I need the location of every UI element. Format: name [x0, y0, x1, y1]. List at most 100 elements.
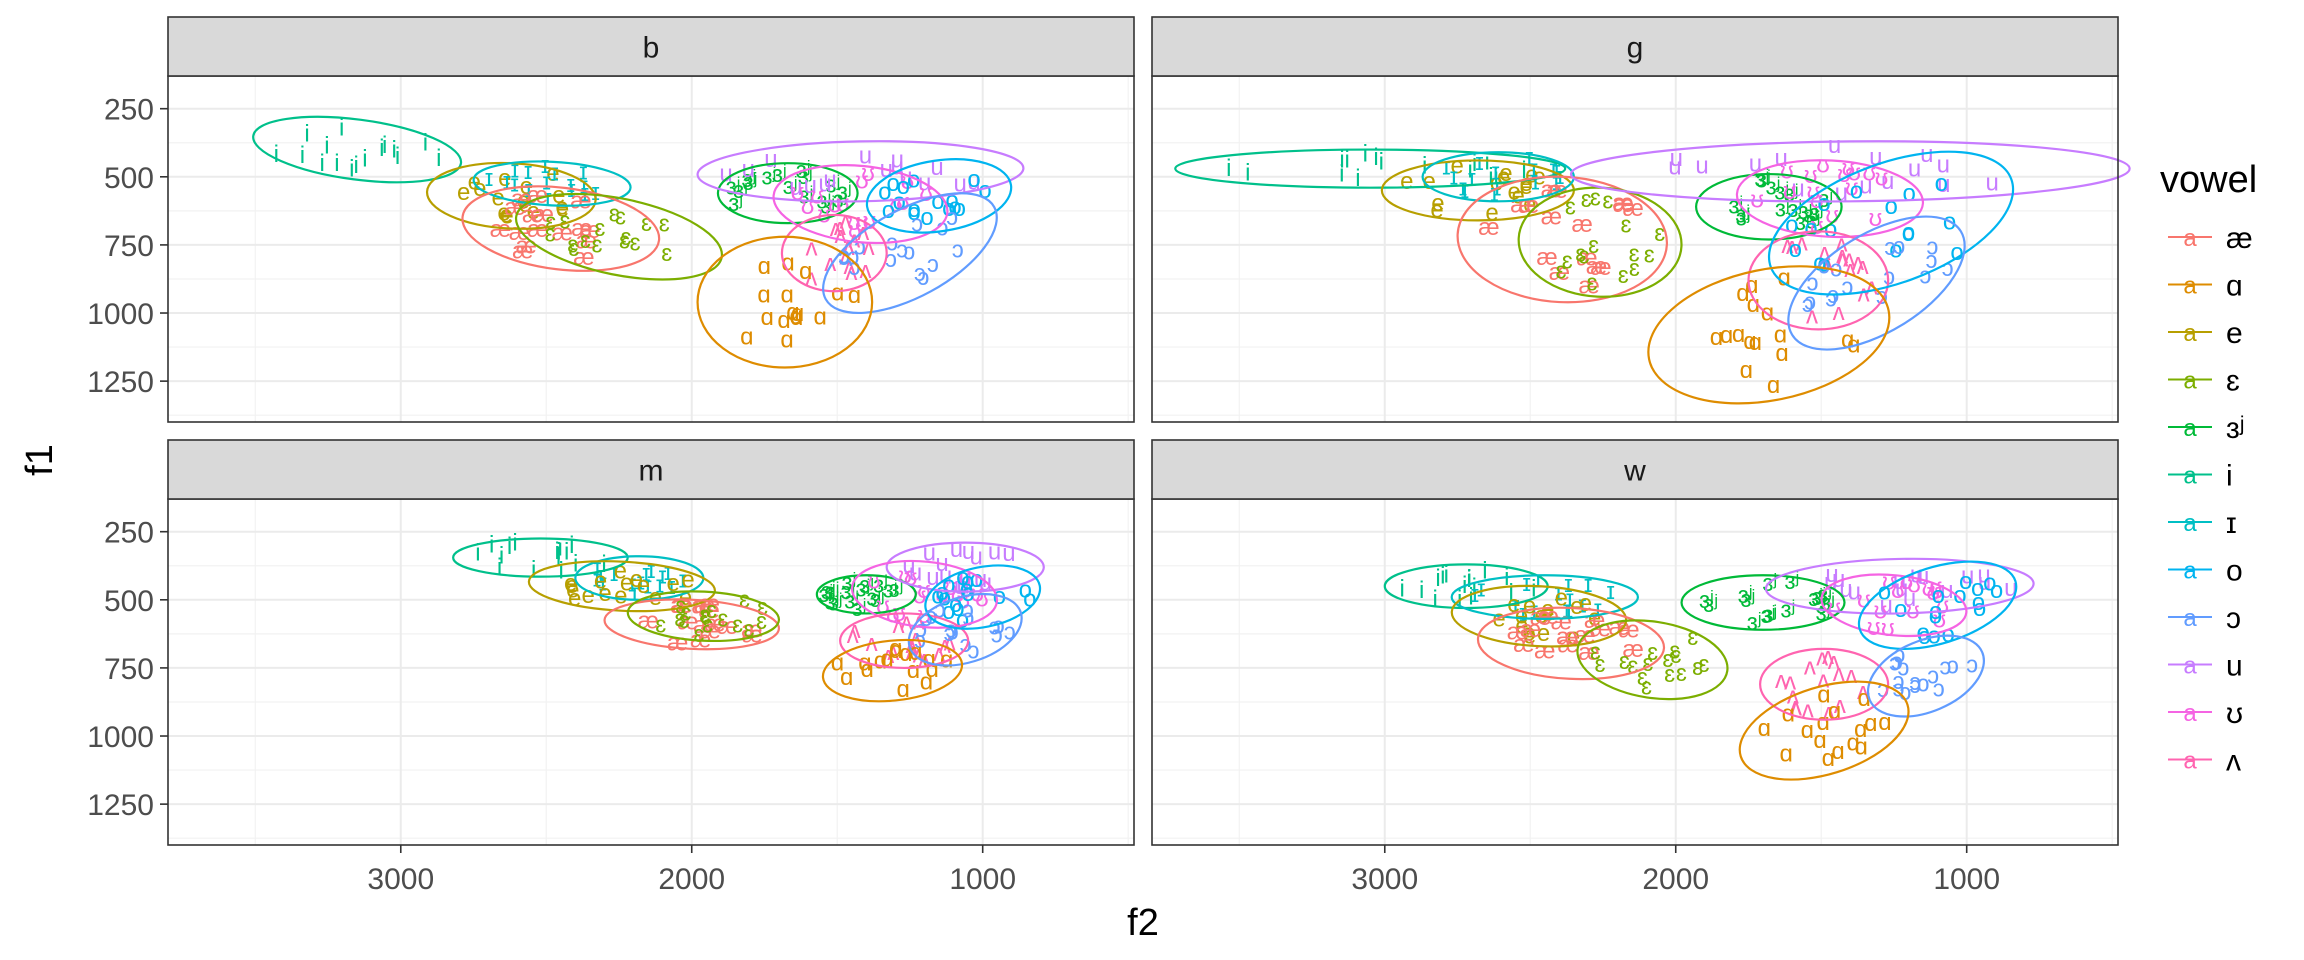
data-point: æ	[1530, 604, 1551, 631]
data-point: ʌ	[1816, 644, 1828, 671]
legend-label: ɜʲ	[2226, 412, 2245, 445]
data-point: i	[324, 133, 329, 160]
data-point: ɑ	[860, 656, 873, 683]
data-point: ɜʲ	[1699, 587, 1714, 614]
data-point: ɛ	[693, 621, 704, 648]
legend-key-glyph: a	[2183, 225, 2197, 252]
data-point: u	[954, 171, 967, 198]
data-point: ɑ	[791, 300, 804, 327]
data-point: o	[920, 204, 933, 231]
y-tick-label: 1250	[87, 366, 154, 399]
data-point: e	[630, 566, 643, 593]
data-point: u	[859, 143, 872, 170]
data-point: e	[1541, 600, 1554, 627]
data-point: ʌ	[1784, 668, 1796, 695]
data-point: o	[907, 167, 920, 194]
data-point: o	[961, 568, 974, 595]
data-point: ʊ	[1845, 174, 1859, 201]
data-point: æ	[511, 185, 532, 212]
data-point: æ	[1590, 254, 1611, 281]
data-point: ɜʲ	[761, 164, 776, 191]
data-point: æ	[573, 244, 594, 271]
data-point: ɑ	[757, 282, 770, 309]
data-point: ɪ	[679, 567, 688, 594]
data-point: ʊ	[1857, 587, 1871, 614]
data-point: o	[1817, 190, 1830, 217]
data-point: ʊ	[810, 182, 824, 209]
data-point: ɛ	[679, 607, 690, 634]
data-point: ʌ	[845, 259, 857, 286]
data-point: æ	[741, 621, 762, 648]
data-point: i	[274, 141, 279, 168]
data-point: ɔ	[1909, 669, 1921, 696]
data-point: i	[1419, 577, 1424, 604]
data-point: ɜʲ	[873, 572, 888, 599]
data-point: i	[1485, 149, 1490, 176]
data-point: o	[942, 598, 955, 625]
confidence-ellipse	[1680, 574, 1846, 631]
data-point: u	[1879, 592, 1892, 619]
data-point: ʊ	[1929, 574, 1943, 601]
confidence-ellipse	[472, 160, 632, 207]
confidence-ellipse	[716, 162, 859, 225]
data-point: ɜʲ	[855, 575, 870, 602]
data-point: i	[1363, 140, 1368, 167]
confidence-ellipse	[822, 192, 998, 315]
data-point: ɑ	[1749, 329, 1762, 356]
data-point: u	[1828, 132, 1841, 159]
x-axis-title: f2	[1127, 902, 1159, 944]
data-point: i	[1468, 584, 1473, 611]
data-point: ɑ	[1846, 730, 1859, 757]
data-point: ɑ	[780, 281, 793, 308]
data-point: i	[334, 150, 339, 177]
data-point: i	[601, 551, 606, 578]
data-point: æ	[1538, 603, 1559, 630]
data-point: o	[1813, 250, 1826, 277]
data-point: e	[1555, 585, 1568, 612]
confidence-ellipse	[839, 612, 970, 670]
data-point: ʌ	[933, 640, 945, 667]
data-point: e	[566, 577, 579, 604]
data-point: ɛ	[1692, 654, 1703, 681]
data-point: u	[1986, 170, 1999, 197]
data-point: ɛ	[1619, 648, 1630, 675]
data-point: i	[569, 532, 574, 559]
data-point: ʌ	[847, 622, 859, 649]
confidence-ellipse	[1450, 574, 1640, 620]
legend-key-glyph: a	[2183, 605, 2197, 632]
data-point: ɛ	[655, 612, 666, 639]
data-point: e	[1450, 153, 1463, 180]
data-point: ɪ	[1565, 597, 1574, 624]
data-point: e	[457, 179, 470, 206]
data-point: e	[546, 160, 559, 187]
legend-title: vowel	[2160, 159, 2257, 201]
data-point: ɑ	[874, 647, 887, 674]
data-point: i	[1339, 161, 1344, 188]
data-point: i	[1444, 561, 1449, 588]
data-point: ɔ	[911, 210, 923, 237]
data-point: ɪ	[642, 560, 651, 587]
data-point: ɪ	[599, 570, 608, 597]
data-point: ɔ	[1841, 273, 1853, 300]
confidence-ellipse	[1695, 172, 1843, 241]
data-point: æ	[1622, 636, 1643, 663]
data-point: ɜʲ	[1741, 586, 1756, 613]
data-point: ʊ	[1906, 598, 1920, 625]
data-point: ɔ	[962, 596, 974, 623]
data-point: o	[1902, 219, 1915, 246]
data-point: ɔ	[1877, 676, 1889, 703]
data-point: ɪ	[593, 555, 602, 582]
data-point: ɔ	[1889, 649, 1901, 676]
data-point: ɑ	[1710, 324, 1723, 351]
data-point: ɛ	[1637, 664, 1648, 691]
confidence-ellipse	[461, 185, 661, 272]
data-point: o	[967, 166, 980, 193]
data-point: ɛ	[1587, 270, 1598, 297]
data-point: ɜʲ	[798, 183, 813, 210]
data-point: i	[556, 545, 561, 572]
data-point: ɑ	[831, 649, 844, 676]
data-point: ɪ	[1491, 158, 1500, 185]
data-point: ɑ	[889, 637, 902, 664]
